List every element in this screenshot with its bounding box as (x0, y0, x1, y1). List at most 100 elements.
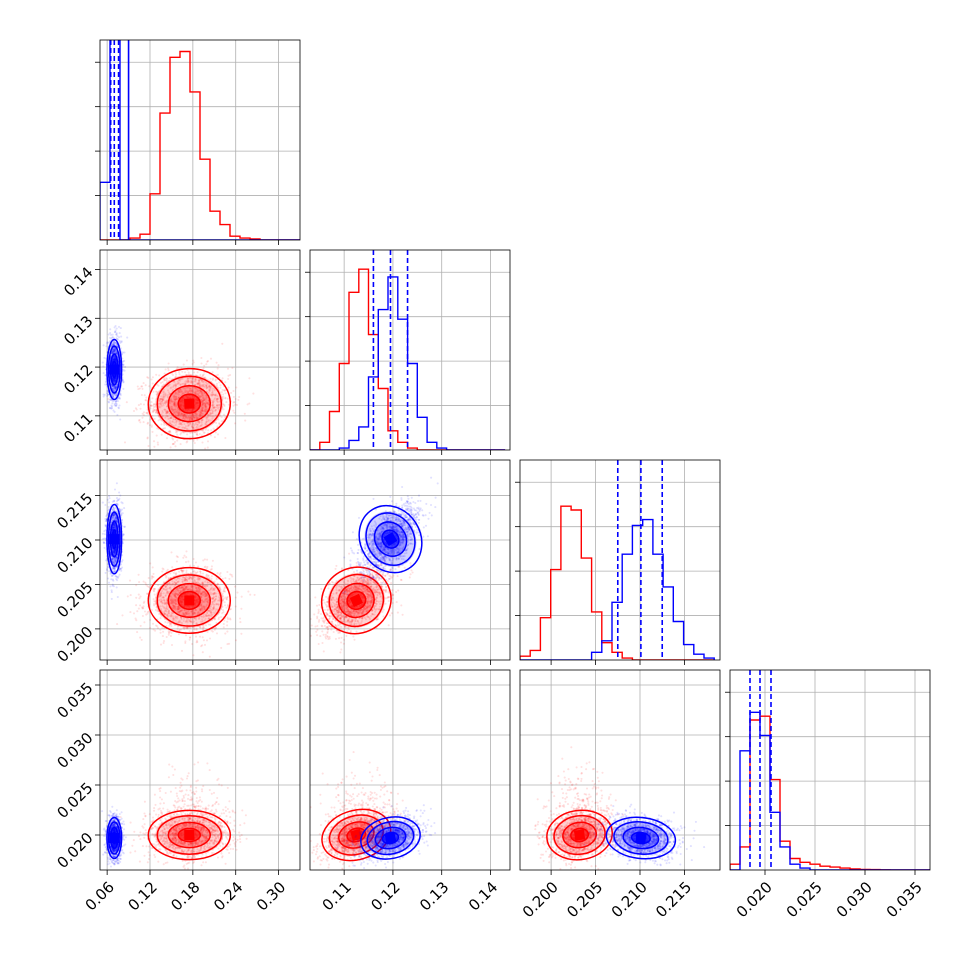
scatter-point (201, 429, 204, 432)
scatter-point (137, 593, 140, 596)
scatter-point (194, 421, 197, 424)
scatter-point (182, 426, 185, 429)
scatter-point (137, 607, 140, 610)
scatter-point (202, 373, 205, 376)
scatter-point (167, 369, 170, 372)
scatter-point (190, 416, 193, 419)
scatter-point (234, 596, 237, 599)
scatter-point (197, 381, 200, 384)
scatter-point (205, 401, 208, 404)
scatter-point (207, 399, 210, 402)
scatter-point (171, 437, 174, 440)
scatter-point (196, 423, 199, 426)
scatter-point (180, 431, 183, 435)
scatter-point (204, 376, 207, 379)
scatter-point (190, 390, 193, 393)
scatter-point (175, 429, 178, 432)
scatter-point (183, 414, 186, 417)
scatter-point (152, 406, 156, 409)
scatter-point (199, 570, 202, 573)
scatter-point (219, 575, 222, 578)
scatter-point (187, 390, 190, 393)
scatter-point (187, 386, 190, 389)
scatter-point (216, 572, 219, 575)
scatter-point (137, 419, 141, 422)
scatter-point (210, 629, 213, 632)
scatter-point (141, 412, 144, 415)
scatter-point (199, 414, 202, 417)
scatter-point (212, 400, 215, 403)
scatter-point (153, 417, 156, 420)
scatter-point (200, 406, 203, 409)
scatter-point (205, 420, 208, 423)
scatter-point (194, 378, 197, 381)
histogram-panel-1 (305, 249, 511, 455)
scatter-point (166, 405, 169, 408)
scatter-point (181, 382, 184, 385)
scatter-point (141, 614, 144, 618)
scatter-point (107, 341, 110, 344)
scatter-point (115, 332, 118, 335)
scatter-point (172, 403, 175, 406)
scatter-point (149, 404, 152, 407)
scatter-point (161, 414, 164, 418)
scatter-point (184, 640, 187, 643)
scatter-point (171, 388, 174, 391)
scatter-point (193, 414, 196, 417)
scatter-point (160, 423, 163, 426)
scatter-point (200, 421, 203, 424)
scatter-point (215, 453, 217, 455)
scatter-point (135, 584, 138, 587)
scatter-point (102, 372, 105, 375)
scatter-point (107, 401, 111, 404)
scatter-point (205, 381, 208, 384)
scatter-point (199, 395, 202, 398)
scatter-point (240, 632, 243, 635)
density-peak (184, 595, 195, 606)
scatter-point (184, 425, 187, 428)
scatter-point (129, 611, 132, 614)
scatter-point (174, 398, 177, 401)
scatter-point (197, 389, 200, 392)
scatter-point (165, 401, 168, 404)
scatter-point (151, 382, 154, 385)
scatter-point (185, 373, 188, 376)
scatter-point (159, 643, 163, 646)
scatter-point (195, 413, 198, 416)
scatter-point (161, 400, 164, 403)
scatter-point (209, 386, 213, 389)
scatter-point (142, 403, 146, 406)
scatter-point (168, 624, 171, 627)
scatter-point (203, 402, 206, 405)
scatter-point (184, 416, 188, 419)
scatter-point (166, 405, 169, 408)
scatter-point (201, 398, 204, 402)
scatter-point (199, 389, 202, 392)
scatter-point (153, 445, 156, 448)
scatter-point (220, 420, 223, 423)
scatter-point (178, 390, 181, 393)
scatter-point (193, 424, 196, 427)
scatter-point (216, 386, 219, 389)
scatter-point (137, 573, 140, 576)
scatter-point (211, 411, 214, 415)
scatter-point (197, 565, 200, 568)
scatter-point (186, 421, 189, 425)
scatter-point (173, 442, 176, 445)
scatter-point (156, 427, 159, 430)
scatter-point (248, 402, 251, 405)
scatter-point (151, 411, 154, 414)
scatter-point (161, 397, 164, 400)
scatter-point (200, 419, 203, 422)
scatter-point (181, 393, 184, 396)
scatter-point (187, 428, 190, 431)
scatter-point (186, 381, 189, 384)
scatter-point (188, 424, 191, 427)
scatter-point (188, 416, 191, 419)
scatter-point (199, 384, 202, 387)
scatter-point (227, 377, 230, 381)
scatter-point (162, 402, 165, 405)
scatter-point (213, 389, 216, 392)
scatter-point (174, 398, 177, 401)
scatter-point (181, 414, 185, 417)
